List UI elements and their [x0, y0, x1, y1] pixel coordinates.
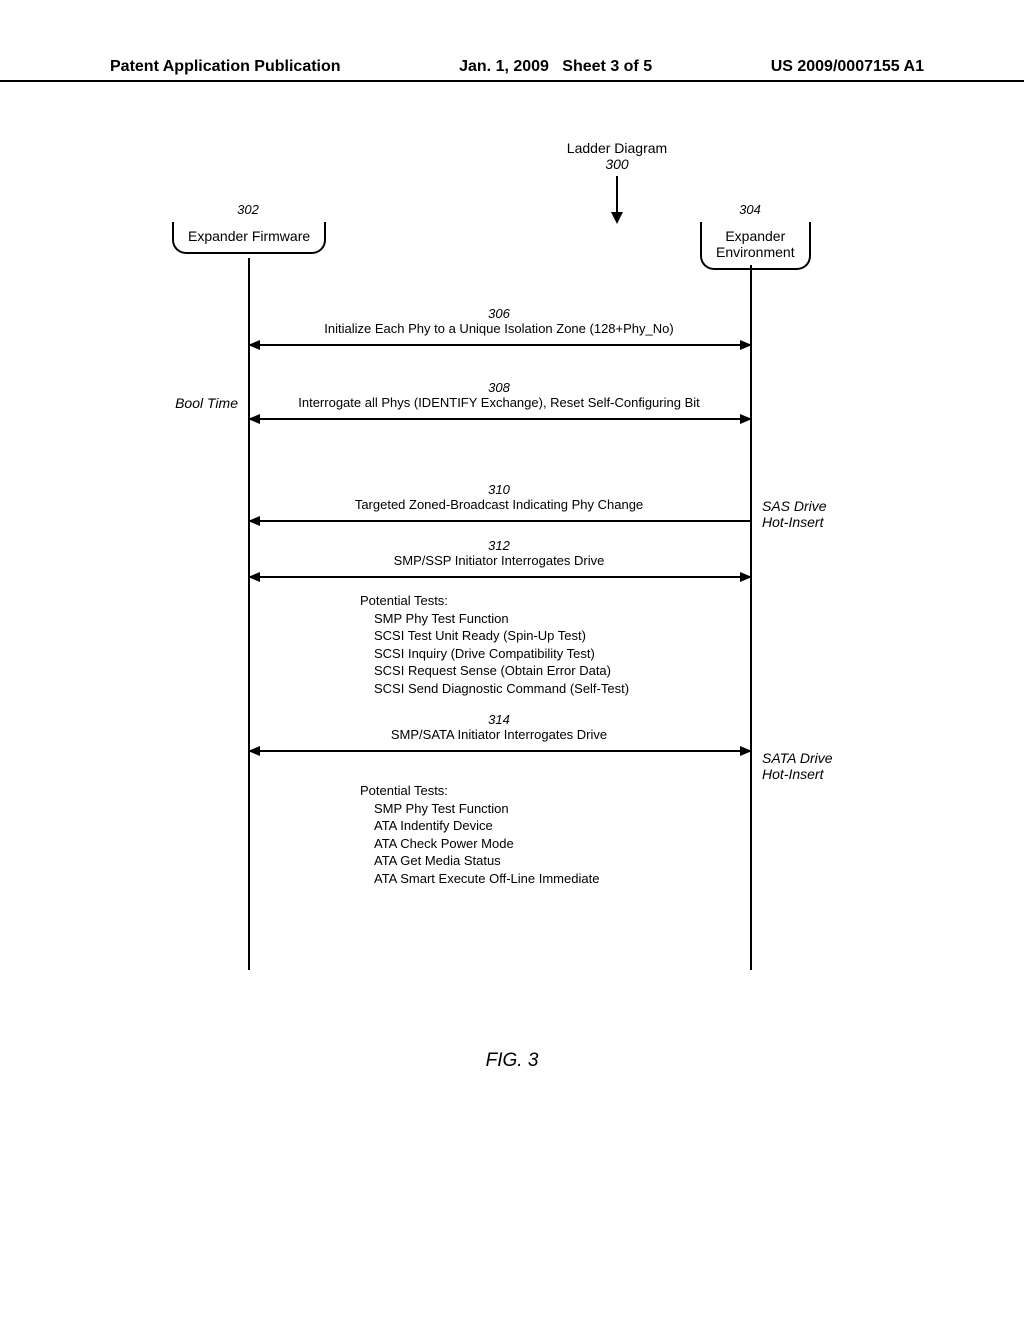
side-label-sata: SATA Drive Hot-Insert [762, 750, 833, 782]
arrow-314 [250, 750, 750, 752]
arrow-314-l [248, 746, 260, 756]
arrow-308-r [740, 414, 752, 424]
msg-310-ref: 310 [248, 482, 750, 497]
diagram-title-ref: 300 [310, 156, 924, 172]
actor-left-ref: 302 [218, 202, 278, 217]
msg-310: 310 Targeted Zoned-Broadcast Indicating … [248, 482, 750, 512]
actor-right-ref: 304 [720, 202, 780, 217]
arrow-312-l [248, 572, 260, 582]
lifeline-right [750, 265, 752, 970]
tests-2-heading: Potential Tests: [360, 782, 599, 800]
msg-312-ref: 312 [248, 538, 750, 553]
tests-2-item: ATA Indentify Device [374, 817, 599, 835]
arrow-310-l [248, 516, 260, 526]
side-label-sas-2: Hot-Insert [762, 514, 827, 530]
title-arrow-icon [610, 176, 624, 224]
header-right: US 2009/0007155 A1 [771, 58, 924, 76]
actor-right-label-1: Expander [716, 228, 795, 244]
msg-314-text: SMP/SATA Initiator Interrogates Drive [248, 727, 750, 742]
actor-right-label-2: Environment [716, 244, 795, 260]
side-label-sata-2: Hot-Insert [762, 766, 833, 782]
ladder-diagram: Ladder Diagram 300 302 304 Expander Firm… [100, 140, 924, 226]
arrow-306 [250, 344, 750, 346]
diagram-title-block: Ladder Diagram 300 [310, 140, 924, 224]
tests-2-item: ATA Smart Execute Off-Line Immediate [374, 870, 599, 888]
msg-306-text: Initialize Each Phy to a Unique Isolatio… [248, 321, 750, 336]
tests-1-item: SCSI Request Sense (Obtain Error Data) [374, 662, 629, 680]
arrow-312 [250, 576, 750, 578]
tests-1-item: SCSI Send Diagnostic Command (Self-Test) [374, 680, 629, 698]
msg-314-ref: 314 [248, 712, 750, 727]
msg-308-text: Interrogate all Phys (IDENTIFY Exchange)… [248, 395, 750, 410]
header-row: Patent Application Publication Jan. 1, 2… [0, 58, 1024, 76]
msg-310-text: Targeted Zoned-Broadcast Indicating Phy … [248, 497, 750, 512]
arrow-312-r [740, 572, 752, 582]
tests-1-item: SCSI Inquiry (Drive Compatibility Test) [374, 645, 629, 663]
arrow-310 [250, 520, 750, 522]
side-label-bool-time: Bool Time [148, 395, 238, 411]
tests-1-item: SCSI Test Unit Ready (Spin-Up Test) [374, 627, 629, 645]
msg-314: 314 SMP/SATA Initiator Interrogates Driv… [248, 712, 750, 742]
side-label-sata-1: SATA Drive [762, 750, 833, 766]
arrow-306-l [248, 340, 260, 350]
page-header: Patent Application Publication Jan. 1, 2… [0, 58, 1024, 82]
arrow-314-r [740, 746, 752, 756]
msg-312-text: SMP/SSP Initiator Interrogates Drive [248, 553, 750, 568]
arrow-308-l [248, 414, 260, 424]
msg-312: 312 SMP/SSP Initiator Interrogates Drive [248, 538, 750, 568]
msg-308-ref: 308 [248, 380, 750, 395]
side-label-sas: SAS Drive Hot-Insert [762, 498, 827, 530]
tests-1-item: SMP Phy Test Function [374, 610, 629, 628]
side-label-sas-1: SAS Drive [762, 498, 827, 514]
tests-block-2: Potential Tests: SMP Phy Test Function A… [360, 782, 599, 887]
lifeline-left [248, 258, 250, 970]
tests-2-item: ATA Get Media Status [374, 852, 599, 870]
header-center: Jan. 1, 2009 Sheet 3 of 5 [459, 58, 652, 76]
tests-1-heading: Potential Tests: [360, 592, 629, 610]
tests-1-list: SMP Phy Test Function SCSI Test Unit Rea… [360, 610, 629, 698]
header-left: Patent Application Publication [110, 58, 341, 76]
actor-left-box: Expander Firmware [172, 222, 326, 254]
arrow-306-r [740, 340, 752, 350]
msg-306-ref: 306 [248, 306, 750, 321]
msg-308: 308 Interrogate all Phys (IDENTIFY Excha… [248, 380, 750, 410]
tests-block-1: Potential Tests: SMP Phy Test Function S… [360, 592, 629, 697]
arrow-308 [250, 418, 750, 420]
tests-2-item: ATA Check Power Mode [374, 835, 599, 853]
actor-right-box: Expander Environment [700, 222, 811, 270]
msg-306: 306 Initialize Each Phy to a Unique Isol… [248, 306, 750, 336]
diagram-title: Ladder Diagram [310, 140, 924, 156]
figure-label: FIG. 3 [100, 1050, 924, 1072]
actor-left-label: Expander Firmware [188, 228, 310, 244]
tests-2-item: SMP Phy Test Function [374, 800, 599, 818]
header-sheet: Sheet 3 of 5 [562, 58, 652, 75]
tests-2-list: SMP Phy Test Function ATA Indentify Devi… [360, 800, 599, 888]
header-date: Jan. 1, 2009 [459, 58, 549, 75]
